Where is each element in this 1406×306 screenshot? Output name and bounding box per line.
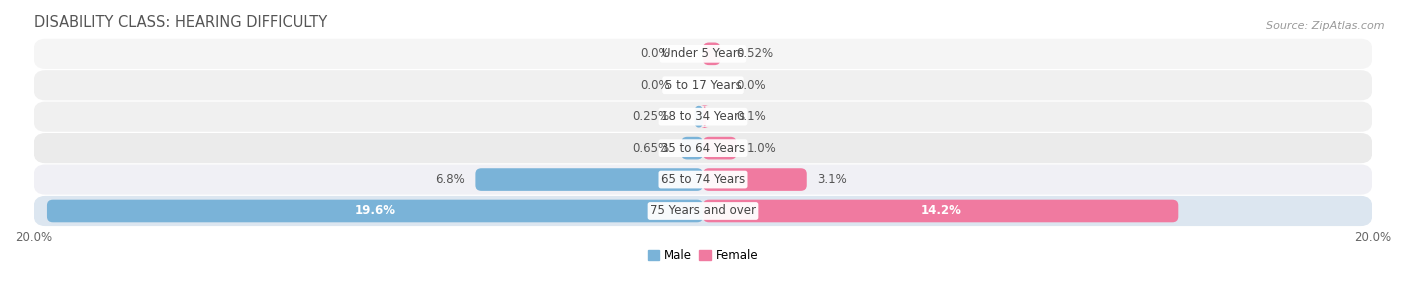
Text: 0.0%: 0.0%: [737, 79, 766, 92]
Text: 14.2%: 14.2%: [920, 204, 962, 218]
FancyBboxPatch shape: [695, 105, 703, 128]
FancyBboxPatch shape: [34, 102, 1372, 132]
FancyBboxPatch shape: [700, 105, 709, 128]
Legend: Male, Female: Male, Female: [648, 249, 758, 262]
Text: 1.0%: 1.0%: [747, 142, 776, 155]
Text: 18 to 34 Years: 18 to 34 Years: [661, 110, 745, 123]
Text: 6.8%: 6.8%: [436, 173, 465, 186]
Text: 0.1%: 0.1%: [737, 110, 766, 123]
Text: 0.25%: 0.25%: [633, 110, 669, 123]
Text: 3.1%: 3.1%: [817, 173, 846, 186]
FancyBboxPatch shape: [34, 39, 1372, 69]
FancyBboxPatch shape: [46, 200, 703, 222]
Text: 35 to 64 Years: 35 to 64 Years: [661, 142, 745, 155]
FancyBboxPatch shape: [703, 137, 737, 159]
Text: 0.0%: 0.0%: [640, 47, 669, 60]
Text: Under 5 Years: Under 5 Years: [662, 47, 744, 60]
FancyBboxPatch shape: [682, 137, 703, 159]
Text: 75 Years and over: 75 Years and over: [650, 204, 756, 218]
Text: 5 to 17 Years: 5 to 17 Years: [665, 79, 741, 92]
FancyBboxPatch shape: [34, 164, 1372, 195]
Text: Source: ZipAtlas.com: Source: ZipAtlas.com: [1267, 21, 1385, 32]
Text: 0.0%: 0.0%: [640, 79, 669, 92]
Text: 0.65%: 0.65%: [633, 142, 669, 155]
FancyBboxPatch shape: [703, 43, 720, 65]
FancyBboxPatch shape: [703, 200, 1178, 222]
Text: 65 to 74 Years: 65 to 74 Years: [661, 173, 745, 186]
Text: DISABILITY CLASS: HEARING DIFFICULTY: DISABILITY CLASS: HEARING DIFFICULTY: [34, 15, 326, 30]
FancyBboxPatch shape: [475, 168, 703, 191]
FancyBboxPatch shape: [34, 196, 1372, 226]
FancyBboxPatch shape: [703, 168, 807, 191]
Text: 0.52%: 0.52%: [737, 47, 773, 60]
FancyBboxPatch shape: [34, 70, 1372, 100]
Text: 19.6%: 19.6%: [354, 204, 395, 218]
FancyBboxPatch shape: [34, 133, 1372, 163]
